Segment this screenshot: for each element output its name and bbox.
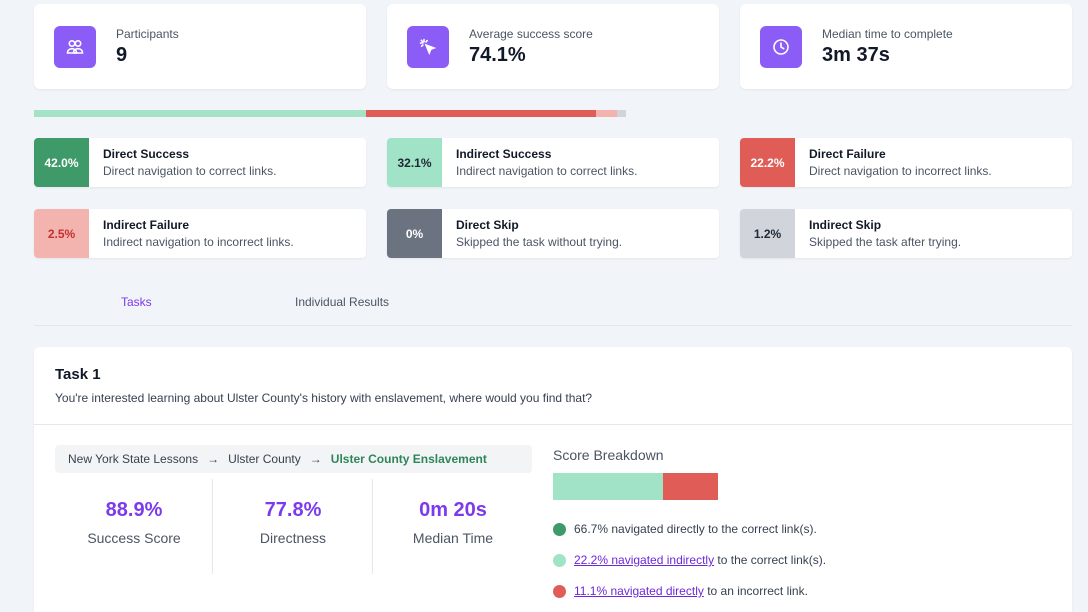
category-card-indirect-skip: 1.2% Indirect Skip Skipped the task afte… bbox=[740, 209, 1072, 258]
category-percent: 1.2% bbox=[740, 209, 795, 258]
category-percent: 22.2% bbox=[740, 138, 795, 187]
participants-icon bbox=[54, 25, 96, 68]
category-title: Indirect Success bbox=[456, 147, 552, 161]
tab-individual-results[interactable]: Individual Results bbox=[295, 295, 390, 309]
category-percent: 32.1% bbox=[387, 138, 442, 187]
legend-link[interactable]: 22.2% navigated indirectly bbox=[574, 553, 715, 567]
category-title: Direct Success bbox=[103, 147, 190, 161]
legend-text: 66.7% navigated directly to the correct … bbox=[574, 522, 817, 536]
breadcrumb-item: Ulster County bbox=[228, 452, 301, 466]
category-description: Indirect navigation to correct links. bbox=[456, 164, 638, 178]
breadcrumb: New York State Lessons → Ulster County →… bbox=[55, 445, 532, 473]
category-card-indirect-success: 32.1% Indirect Success Indirect navigati… bbox=[387, 138, 719, 187]
category-card-indirect-failure: 2.5% Indirect Failure Indirect navigatio… bbox=[34, 209, 366, 258]
task-question: You're interested learning about Ulster … bbox=[55, 391, 593, 405]
legend-item: 22.2% navigated indirectly to the correc… bbox=[553, 553, 826, 567]
metric-median-time: 0m 20s Median Time bbox=[374, 477, 532, 574]
stat-value: 74.1% bbox=[469, 43, 526, 66]
cursor-click-icon bbox=[407, 25, 449, 68]
legend-item: 66.7% navigated directly to the correct … bbox=[553, 522, 817, 536]
legend-dot bbox=[553, 553, 566, 567]
category-description: Skipped the task without trying. bbox=[456, 235, 623, 249]
score-breakdown-title: Score Breakdown bbox=[553, 447, 664, 463]
legend-item: 11.1% navigated directly to an incorrect… bbox=[553, 584, 808, 598]
legend-link[interactable]: 11.1% navigated directly bbox=[574, 584, 704, 598]
category-card-direct-failure: 22.2% Direct Failure Direct navigation t… bbox=[740, 138, 1072, 187]
task-divider bbox=[34, 424, 1072, 425]
score-breakdown-bar bbox=[553, 473, 718, 500]
legend-dot bbox=[553, 584, 566, 598]
stat-label: Participants bbox=[116, 26, 179, 41]
bar-segment bbox=[553, 473, 664, 500]
metric-value: 88.9% bbox=[105, 499, 163, 521]
legend-text: to the correct link(s). bbox=[714, 553, 827, 567]
task-card: Task 1 You're interested learning about … bbox=[34, 347, 1072, 612]
bar-segment bbox=[617, 110, 626, 117]
metric-value: 77.8% bbox=[264, 499, 322, 521]
metric-divider bbox=[372, 479, 373, 574]
legend-dot bbox=[553, 522, 566, 536]
category-card-direct-skip: 0% Direct Skip Skipped the task without … bbox=[387, 209, 719, 258]
legend-text: to an incorrect link. bbox=[703, 584, 808, 598]
category-description: Direct navigation to correct links. bbox=[103, 164, 277, 178]
metric-success-score: 88.9% Success Score bbox=[55, 477, 213, 574]
stat-label: Average success score bbox=[469, 26, 593, 41]
stat-card-average-success: Average success score 74.1% bbox=[387, 4, 719, 89]
category-percent: 0% bbox=[387, 209, 442, 258]
stat-card-participants: Participants 9 bbox=[34, 4, 366, 89]
bar-segment bbox=[365, 110, 597, 117]
bar-segment bbox=[34, 110, 283, 117]
category-title: Direct Failure bbox=[809, 147, 886, 161]
bar-segment bbox=[663, 473, 718, 500]
breadcrumb-item-final: Ulster County Enslavement bbox=[330, 452, 487, 466]
metric-divider bbox=[212, 479, 213, 574]
breadcrumb-item: New York State Lessons bbox=[68, 452, 199, 466]
metric-value: 0m 20s bbox=[419, 499, 487, 521]
tab-tasks[interactable]: Tasks bbox=[121, 295, 152, 309]
stat-card-median-time: Median time to complete 3m 37s bbox=[740, 4, 1072, 89]
metric-directness: 77.8% Directness bbox=[214, 477, 372, 574]
task-title: Task 1 bbox=[55, 366, 101, 383]
arrow-right-icon: → bbox=[207, 452, 220, 466]
bar-segment bbox=[282, 110, 366, 117]
stat-value: 3m 37s bbox=[822, 43, 890, 66]
category-description: Skipped the task after trying. bbox=[809, 235, 962, 249]
category-title: Indirect Skip bbox=[809, 218, 882, 232]
metric-label: Directness bbox=[259, 530, 327, 546]
bar-segment bbox=[596, 110, 618, 117]
metric-label: Success Score bbox=[87, 530, 181, 546]
category-title: Indirect Failure bbox=[103, 218, 190, 232]
category-percent: 42.0% bbox=[34, 138, 89, 187]
clock-icon bbox=[760, 25, 802, 68]
stat-value: 9 bbox=[116, 43, 128, 66]
category-description: Direct navigation to incorrect links. bbox=[809, 164, 992, 178]
category-card-direct-success: 42.0% Direct Success Direct navigation t… bbox=[34, 138, 366, 187]
category-percent: 2.5% bbox=[34, 209, 89, 258]
arrow-right-icon: → bbox=[309, 452, 322, 466]
stat-label: Median time to complete bbox=[822, 26, 953, 41]
category-description: Indirect navigation to incorrect links. bbox=[103, 235, 294, 249]
category-title: Direct Skip bbox=[456, 218, 519, 232]
tab-divider bbox=[34, 325, 1072, 326]
distribution-bar bbox=[34, 110, 626, 117]
metric-label: Median Time bbox=[412, 530, 494, 546]
